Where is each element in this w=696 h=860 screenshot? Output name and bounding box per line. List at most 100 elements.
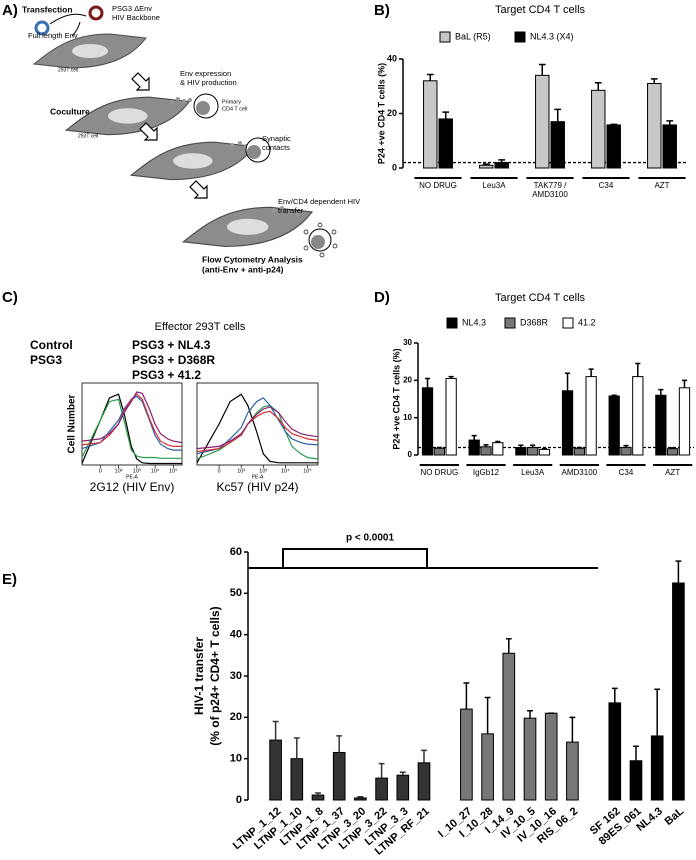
legend-label: PSG3 + D368R <box>132 353 215 367</box>
bar <box>423 80 438 169</box>
cell <box>130 141 255 181</box>
legend-label: NL4.3 (X4) <box>530 31 574 41</box>
diagram-text: HIV Backbone <box>112 13 160 22</box>
bar <box>396 774 410 801</box>
error-bar <box>654 688 661 736</box>
error-bar <box>484 696 491 734</box>
diagram-text: CD4 T cell <box>222 106 247 112</box>
bar <box>502 652 516 801</box>
y-tick-label: 0 <box>408 450 413 459</box>
diagram: Transfection Full length Env PSG3 ΔEnv H… <box>22 4 360 274</box>
plot-frame <box>196 382 319 466</box>
bar <box>494 162 509 169</box>
diagram-text: Transfection <box>22 4 73 14</box>
diagram-text: & HIV production <box>180 78 237 87</box>
bar <box>591 89 606 169</box>
y-axis-label: P24 +ve CD4 T cells (%) <box>376 63 386 164</box>
y-tick-label: 30 <box>230 670 242 682</box>
bar <box>480 446 492 456</box>
chart-title: Target CD4 T cells <box>495 292 586 304</box>
significance-bracket <box>248 548 598 569</box>
x-tick-label: 0 <box>99 468 102 474</box>
bar <box>544 712 558 801</box>
legend-label: Control <box>30 338 73 352</box>
error-bar <box>538 63 546 76</box>
diagram-text: 293T cell <box>78 133 98 139</box>
legend-swatch <box>439 31 451 43</box>
error-bar <box>378 762 385 779</box>
error-bar <box>448 375 454 379</box>
legend-label: NL4.3 <box>462 317 486 327</box>
x-tick-label: AZT <box>654 181 670 190</box>
y-tick-label: 40 <box>387 53 397 63</box>
error-bar <box>399 771 406 776</box>
x-tick-label: 10² <box>115 468 123 474</box>
x-tick-label: Leu3A <box>521 468 545 477</box>
x-tick-label: AMD3100 <box>561 468 598 477</box>
panel-label: B) <box>374 2 390 19</box>
histogram-curve <box>196 406 319 450</box>
chart-title: Effector 293T cells <box>155 321 246 333</box>
y-axis-label: P24 +ve CD4 T cells (%) <box>391 348 401 449</box>
diagram-text: Synaptic <box>262 134 291 143</box>
bar <box>290 758 304 801</box>
bar <box>535 74 550 169</box>
x-axis-label: 2G12 (HIV Env) <box>90 480 175 494</box>
panel-labels: A) B) C) D) E) <box>2 2 390 588</box>
bar <box>468 439 480 456</box>
x-tick-label: 0 <box>218 468 221 474</box>
plasmid <box>88 5 104 21</box>
x-tick-label: BaL <box>663 805 687 828</box>
y-tick-label: 60 <box>230 546 242 558</box>
bar <box>417 762 431 801</box>
error-bar <box>483 444 489 447</box>
chart-title: Target CD4 T cells <box>495 4 586 16</box>
legend-label: PSG3 <box>30 353 62 367</box>
error-bar <box>436 446 442 449</box>
error-bar <box>426 73 434 81</box>
panel-label: C) <box>2 289 18 306</box>
error-bar <box>495 440 501 443</box>
error-bar <box>442 111 450 119</box>
error-bar <box>569 716 576 743</box>
bar <box>662 124 677 169</box>
histogram-curve <box>81 391 183 444</box>
histogram-curve <box>196 393 318 464</box>
bar <box>566 741 579 801</box>
x-tick-label: 10³ <box>133 468 141 474</box>
legend-label: PSG3 + NL4.3 <box>132 338 211 352</box>
bar <box>269 739 282 801</box>
diagram-text: transfer <box>278 206 304 215</box>
error-bar <box>670 447 676 449</box>
bar <box>515 447 527 456</box>
bar <box>421 387 434 456</box>
x-tick-label: AZT <box>665 468 681 477</box>
bar <box>608 702 622 801</box>
cell <box>182 206 313 247</box>
panel-label: E) <box>2 571 17 588</box>
panel-label: A) <box>2 2 18 19</box>
bar <box>678 387 691 456</box>
x-tick-label: Leu3A <box>482 181 506 190</box>
error-bar <box>272 720 279 741</box>
legend-swatch <box>562 317 574 329</box>
bar <box>445 377 457 456</box>
bar <box>375 777 388 801</box>
y-tick-label: 10 <box>230 753 242 765</box>
histogram-curve <box>81 398 182 459</box>
x-tick-label: 10³ <box>259 468 267 474</box>
bar <box>573 447 585 456</box>
x-tick-label: C34 <box>618 468 634 477</box>
arrow <box>189 180 208 199</box>
diagram-text: 293T cell <box>58 67 78 73</box>
diagram-text: contacts <box>262 143 290 152</box>
bar <box>647 83 662 169</box>
x-tick-label: NO DRUG <box>420 468 459 477</box>
bar <box>561 390 574 456</box>
error-bar <box>424 377 431 388</box>
error-bar <box>611 394 617 397</box>
error-bar <box>315 792 321 796</box>
x-tick-label: C34 <box>598 181 614 190</box>
y-tick-label: 0 <box>392 162 397 172</box>
